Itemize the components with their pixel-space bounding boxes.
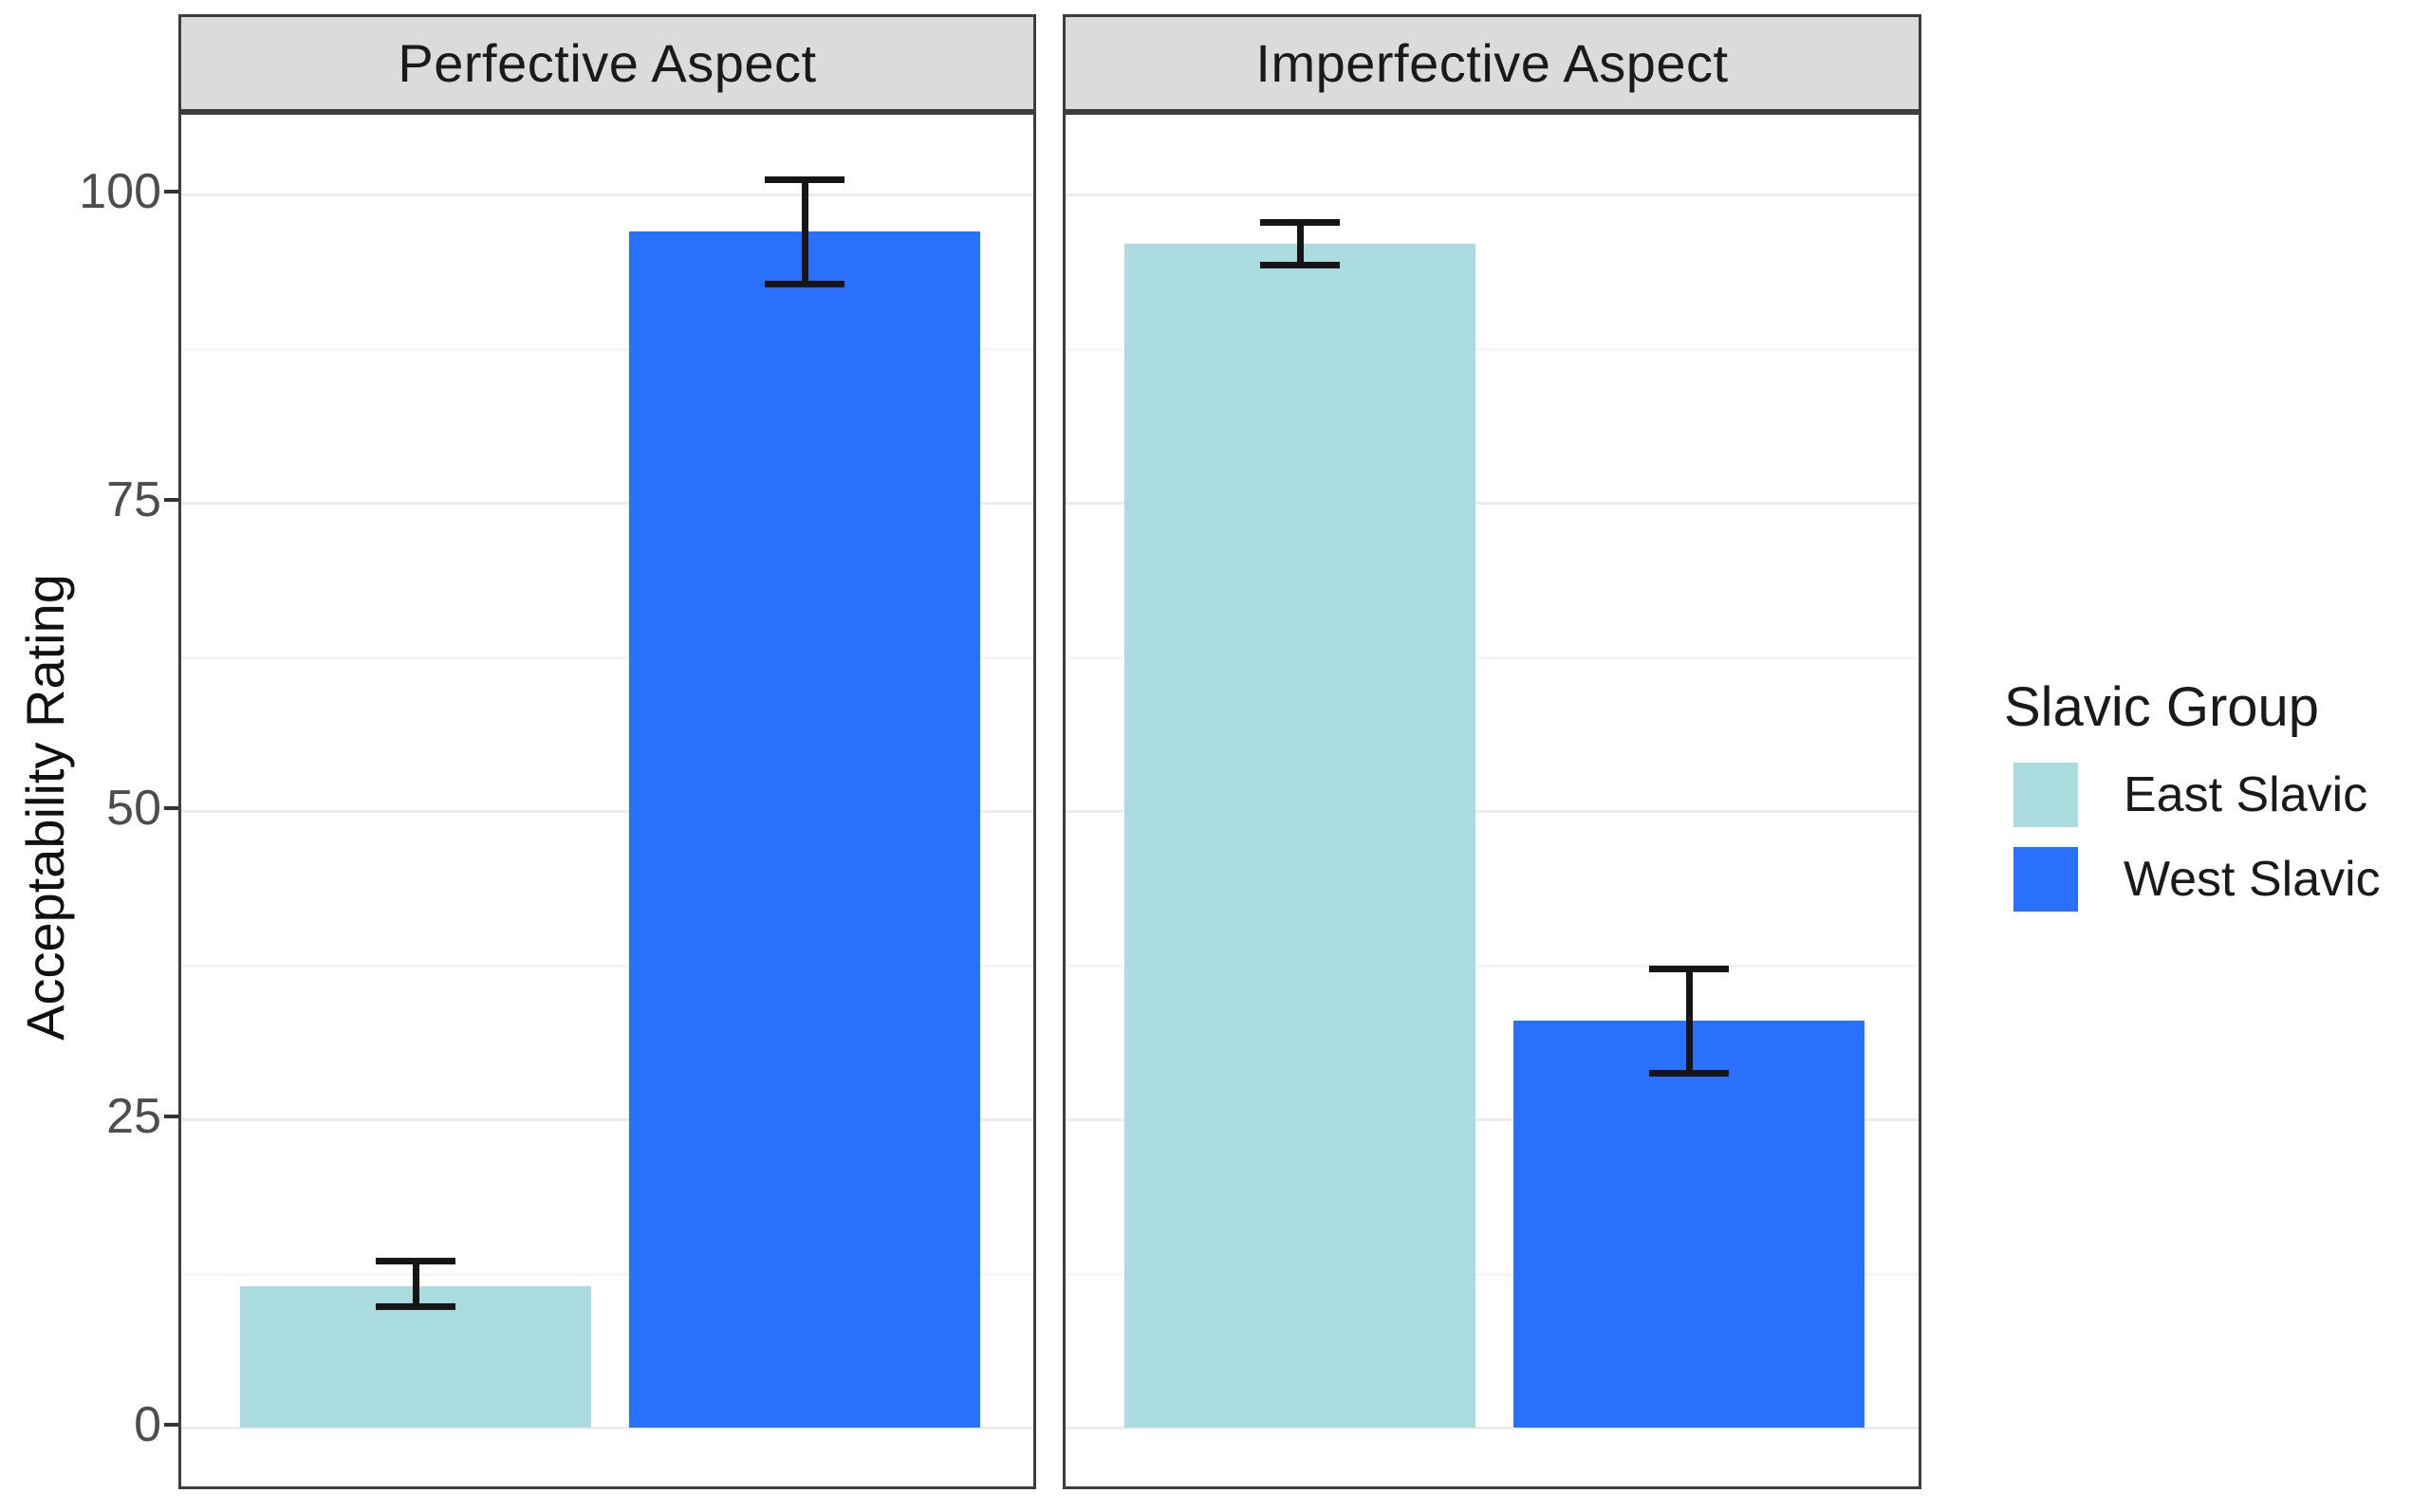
y-tick-mark	[164, 498, 178, 502]
y-tick-label: 25	[106, 1089, 161, 1144]
major-gridline	[1066, 1427, 1919, 1429]
error-bar-bottom-cap	[376, 1303, 455, 1311]
minor-gridline	[1066, 1272, 1919, 1276]
major-gridline	[181, 194, 1033, 196]
legend-swatch-west-slavic	[2013, 847, 2078, 912]
y-tick-label: 50	[106, 781, 161, 836]
major-gridline	[181, 1118, 1033, 1121]
y-tick-mark	[164, 806, 178, 810]
error-bar-bottom-cap	[765, 280, 844, 287]
legend-swatch-east-slavic	[2013, 763, 2078, 827]
error-bar-stem	[1296, 219, 1304, 268]
panel-perfective	[178, 112, 1036, 1489]
bar-west-slavic	[1513, 1021, 1865, 1428]
legend: East Slavic West Slavic	[2013, 763, 2381, 912]
facet-strip-label: Imperfective Aspect	[1255, 33, 1729, 93]
legend-entry: East Slavic	[2013, 763, 2381, 827]
error-bar	[1260, 219, 1340, 268]
minor-gridline	[1066, 655, 1919, 659]
minor-gridline	[181, 655, 1033, 659]
bar-east-slavic	[1124, 244, 1475, 1428]
minor-gridline	[181, 1272, 1033, 1276]
panel-imperfective	[1063, 112, 1921, 1489]
major-gridline	[181, 1427, 1033, 1429]
y-tick-mark	[164, 190, 178, 194]
facet-strip-imperfective: Imperfective Aspect	[1063, 14, 1921, 112]
error-bar-stem	[412, 1257, 419, 1311]
y-tick-label: 0	[134, 1397, 161, 1452]
bar-west-slavic	[629, 231, 980, 1428]
error-bar-stem	[1685, 965, 1693, 1077]
facet-strip-label: Perfective Aspect	[398, 33, 817, 93]
major-gridline	[1066, 502, 1919, 505]
minor-gridline	[181, 964, 1033, 968]
legend-label: East Slavic	[2124, 767, 2368, 822]
error-bar	[765, 175, 844, 287]
legend-title: Slavic Group	[2004, 676, 2320, 738]
major-gridline	[181, 810, 1033, 813]
minor-gridline	[181, 347, 1033, 351]
legend-entry: West Slavic	[2013, 847, 2381, 912]
y-tick-mark	[164, 1423, 178, 1427]
y-tick-mark	[164, 1115, 178, 1118]
major-gridline	[1066, 194, 1919, 196]
major-gridline	[1066, 1118, 1919, 1121]
error-bar	[1649, 965, 1729, 1077]
error-bar-bottom-cap	[1260, 262, 1340, 268]
error-bar-stem	[801, 175, 808, 287]
facet-strip-perfective: Perfective Aspect	[178, 14, 1036, 112]
y-tick-label: 100	[79, 164, 161, 219]
major-gridline	[1066, 810, 1919, 813]
error-bar	[376, 1257, 455, 1311]
legend-label: West Slavic	[2124, 852, 2381, 907]
major-gridline	[181, 502, 1033, 505]
minor-gridline	[1066, 347, 1919, 351]
minor-gridline	[1066, 964, 1919, 968]
y-tick-label: 75	[106, 472, 161, 527]
error-bar-bottom-cap	[1649, 1069, 1729, 1077]
